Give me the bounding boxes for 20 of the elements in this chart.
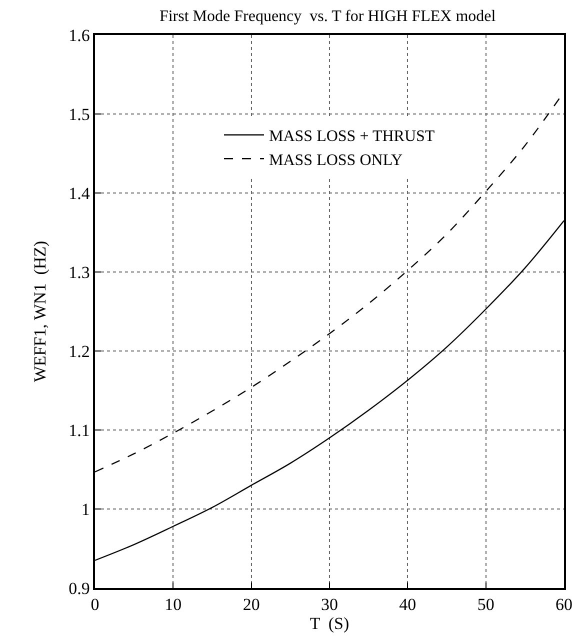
chart-title: First Mode Frequency vs. T for HIGH FLEX model [159,8,496,25]
x-tick-label: 40 [399,595,416,614]
y-axis-title: WEFF1, WN1 (HZ) [30,240,50,382]
y-tick-label: 1.3 [68,262,90,282]
x-tick-label: 30 [321,595,338,614]
y-tick-label: 1.2 [68,342,90,361]
y-tick-label: 1.1 [68,420,90,440]
legend-label: MASS LOSS ONLY [269,152,403,169]
x-tick-label: 0 [90,595,100,614]
legend-label: MASS LOSS + THRUST [269,128,435,146]
y-tick-label: 1.5 [68,104,90,124]
x-axis-title: T (S) [310,614,350,634]
x-tick-label: 10 [164,595,182,614]
y-tick-label: 1.4 [68,184,90,203]
x-tick-label: 50 [477,595,494,614]
y-tick-label: 1.6 [68,26,90,45]
x-tick-label: 60 [556,595,572,614]
y-tick-label: 1 [81,500,90,519]
y-tick-label: 0.9 [68,578,90,598]
x-tick-label: 20 [242,595,260,614]
